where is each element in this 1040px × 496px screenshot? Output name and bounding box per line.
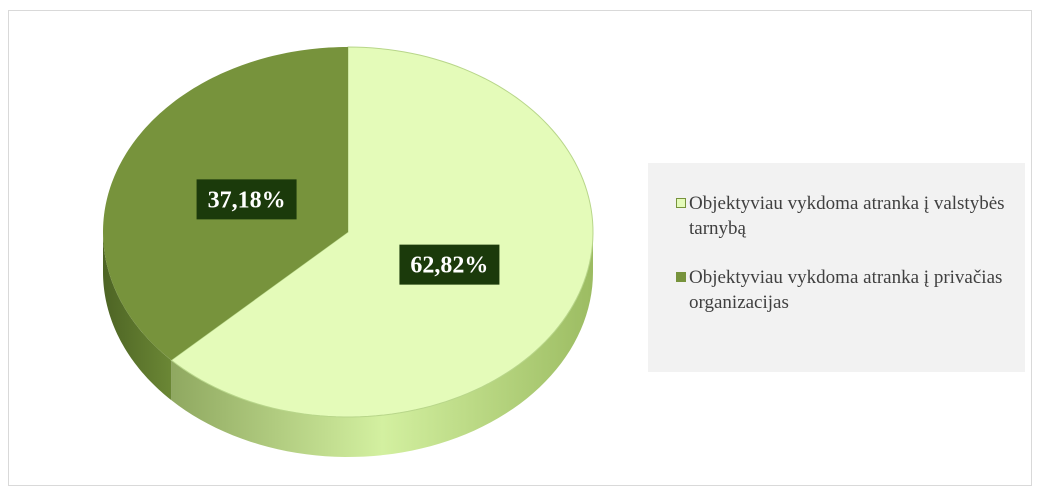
data-label-box	[196, 179, 297, 220]
data-label-text: 37,18%	[208, 187, 286, 213]
legend-label: Objektyviau vykdoma atranka į valstybės …	[689, 193, 1005, 239]
data-label: 37,18%	[196, 179, 297, 220]
data-label: 62,82%	[399, 244, 500, 285]
slice-side	[171, 232, 594, 457]
data-label-box	[399, 244, 500, 285]
slice-side	[103, 232, 172, 401]
legend-swatch	[676, 198, 686, 208]
legend-entry: Objektyviau vykdoma atranka į valstybės …	[676, 191, 1015, 241]
data-label-text: 62,82%	[410, 253, 488, 279]
legend: Objektyviau vykdoma atranka į valstybės …	[648, 163, 1025, 372]
legend-label: Objektyviau vykdoma atranka į privačias …	[689, 267, 1003, 313]
legend-entry: Objektyviau vykdoma atranka į privačias …	[676, 265, 1015, 315]
legend-swatch	[676, 272, 686, 282]
slice	[170, 46, 594, 418]
